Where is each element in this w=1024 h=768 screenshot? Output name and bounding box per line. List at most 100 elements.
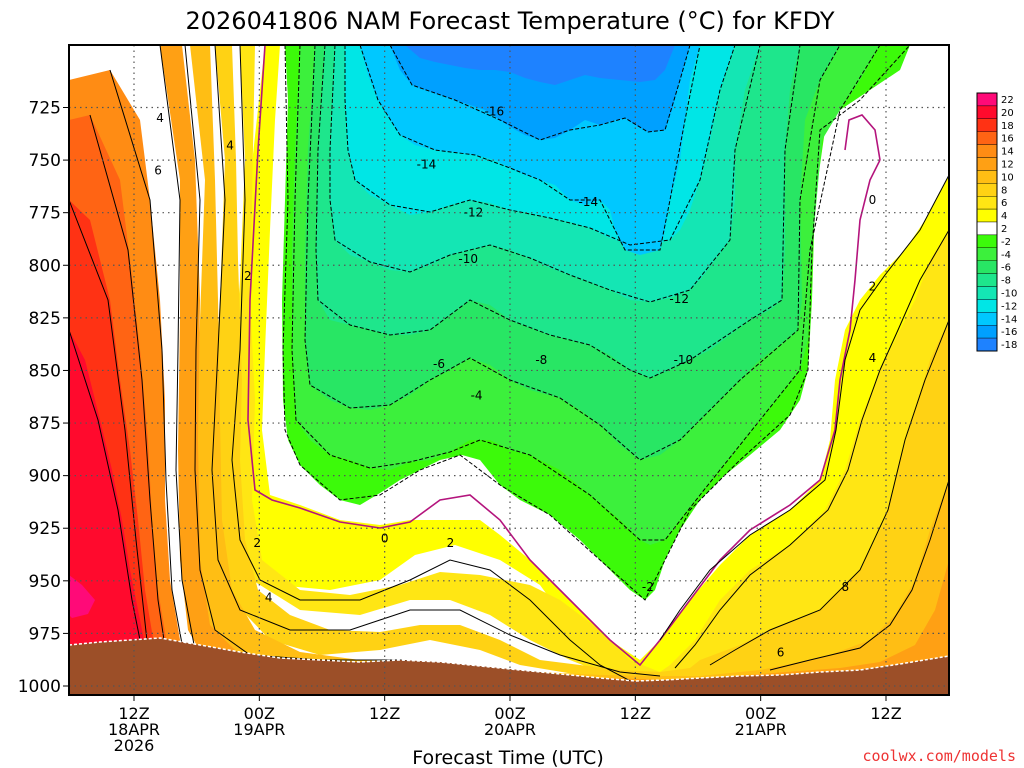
- chart-title: 2026041806 NAM Forecast Temperature (°C)…: [186, 7, 835, 35]
- y-tick-label: 975: [29, 624, 61, 644]
- legend-swatch: [976, 221, 998, 236]
- contour-line-right-2: [659, 174, 949, 641]
- legend-swatch: [976, 92, 998, 107]
- contour-label: -12: [464, 206, 484, 220]
- legend-label: 4: [1001, 211, 1007, 222]
- y-tick-label: 800: [29, 256, 61, 276]
- y-tick-label: 900: [29, 467, 61, 487]
- contour-label: 4: [265, 591, 273, 605]
- legend-swatch: [976, 273, 998, 287]
- contour-line-zero: [247, 45, 881, 667]
- fill-warm-20to22: [69, 575, 95, 618]
- x-tick-label: 19APR: [233, 720, 285, 739]
- legend-swatch: [976, 105, 998, 120]
- legend-label: -18: [1001, 340, 1017, 351]
- legend-swatch: [976, 247, 998, 261]
- y-axis: 725 750 775 800 825 850 875 900 925 950 975 1000: [18, 99, 69, 697]
- legend-swatch: [976, 234, 998, 248]
- y-tick-label: 775: [29, 204, 61, 224]
- legend-label: 10: [1001, 172, 1014, 183]
- x-axis-title: Forecast Time (UTC): [412, 747, 603, 768]
- y-tick-label: 725: [29, 99, 61, 119]
- y-tick-label: 875: [29, 414, 61, 434]
- contour-label: -10: [674, 353, 694, 367]
- legend-label: -8: [1001, 276, 1011, 287]
- x-tick-label: 12Z: [620, 704, 651, 723]
- legend-label: 20: [1001, 108, 1014, 119]
- contour-line-4: [211, 45, 661, 677]
- contour-label: 2: [869, 279, 877, 293]
- contour-label: 8: [841, 580, 849, 594]
- contour-line-minus4: [291, 45, 881, 541]
- contour-line-minus6: [304, 45, 841, 461]
- contour-line-10: [109, 69, 186, 661]
- legend-swatch: [976, 183, 998, 197]
- contour-label: 6: [154, 164, 162, 178]
- legend-swatch: [976, 337, 998, 352]
- legend-label: 22: [1001, 95, 1014, 106]
- legend-label: -2: [1001, 237, 1011, 248]
- contour-label: -10: [458, 252, 478, 266]
- x-tick-label: 12Z: [870, 704, 901, 723]
- contour-line-2: [231, 45, 641, 687]
- legend-swatch: [976, 325, 998, 339]
- contour-label: 0: [869, 193, 877, 207]
- contour-line-right-6: [709, 319, 949, 666]
- legend-label: -6: [1001, 263, 1011, 274]
- legend-swatch: [976, 144, 998, 158]
- fill-cold-minus18to-20: [405, 45, 675, 85]
- credit-text: coolwx.com/models: [862, 747, 1016, 765]
- y-tick-label: 750: [29, 151, 61, 171]
- legend-swatch: [976, 157, 998, 171]
- contour-label: -8: [535, 353, 547, 367]
- contour-label: -6: [433, 357, 445, 371]
- contour-line-right-4: [674, 229, 949, 669]
- x-tick-label: 12Z: [118, 704, 149, 723]
- contour-line-minus2: [282, 45, 911, 601]
- contour-label: 6: [777, 645, 785, 659]
- plot-area: 4 6 4 2 2 4 -16 -14 -14 -12 -10 -12 -6 -8 -10 -4 0 2 -2 0 2 4…: [69, 45, 949, 695]
- legend-swatch: [976, 286, 998, 300]
- y-tick-label: 825: [29, 309, 61, 329]
- contour-line-minus16: [389, 45, 691, 141]
- contour-label: 4: [869, 351, 877, 365]
- contour-label: -12: [669, 292, 689, 306]
- legend-label: -10: [1001, 288, 1017, 299]
- legend-swatch: [976, 299, 998, 313]
- x-tick-label: 2026: [114, 736, 155, 755]
- legend-label: -14: [1001, 314, 1017, 325]
- contour-label: -14: [417, 157, 437, 171]
- x-tick-label: 00Z: [745, 704, 776, 723]
- legend-label: 16: [1001, 134, 1014, 145]
- contour-label: 0: [381, 532, 389, 546]
- x-tick-label: 00Z: [244, 704, 275, 723]
- legend-label: 18: [1001, 121, 1014, 132]
- legend-swatch: [976, 131, 998, 145]
- fill-warm-6to8: [69, 45, 949, 686]
- legend-label: -12: [1001, 301, 1017, 312]
- contour-label: 2: [447, 536, 455, 550]
- y-tick-label: 950: [29, 572, 61, 592]
- x-tick-label: 20APR: [484, 720, 536, 739]
- legend-swatch: [976, 208, 998, 223]
- legend-label: -16: [1001, 327, 1017, 338]
- contour-label: 2: [253, 536, 261, 550]
- contour-label: -2: [642, 580, 654, 594]
- legend-label: -4: [1001, 250, 1011, 261]
- legend-swatch: [976, 170, 998, 184]
- legend-swatch: [976, 195, 998, 210]
- legend-label: 12: [1001, 159, 1014, 170]
- legend-frame: [976, 92, 998, 352]
- contour-label: 2: [244, 269, 252, 283]
- x-tick-label: 18APR: [108, 720, 160, 739]
- legend-label: 14: [1001, 147, 1014, 158]
- contour-line-14: [69, 199, 149, 651]
- legend-swatch: [976, 260, 998, 274]
- y-tick-label: 925: [29, 519, 61, 539]
- contour-line-12: [89, 114, 171, 681]
- x-tick-label: 21APR: [735, 720, 787, 739]
- contour-label: -4: [471, 389, 483, 403]
